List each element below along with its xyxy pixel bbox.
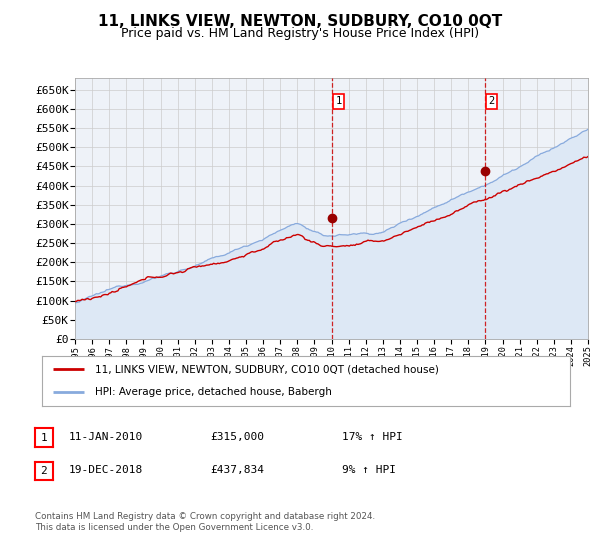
Text: 17% ↑ HPI: 17% ↑ HPI bbox=[342, 432, 403, 442]
Text: 2: 2 bbox=[40, 466, 47, 476]
Text: 1: 1 bbox=[335, 96, 342, 106]
Text: HPI: Average price, detached house, Babergh: HPI: Average price, detached house, Babe… bbox=[95, 388, 332, 398]
Text: £437,834: £437,834 bbox=[210, 465, 264, 475]
Text: Contains HM Land Registry data © Crown copyright and database right 2024.
This d: Contains HM Land Registry data © Crown c… bbox=[35, 512, 375, 531]
Text: 11, LINKS VIEW, NEWTON, SUDBURY, CO10 0QT (detached house): 11, LINKS VIEW, NEWTON, SUDBURY, CO10 0Q… bbox=[95, 364, 439, 374]
Text: 1: 1 bbox=[40, 433, 47, 442]
Text: £315,000: £315,000 bbox=[210, 432, 264, 442]
Text: 11-JAN-2010: 11-JAN-2010 bbox=[69, 432, 143, 442]
Text: 11, LINKS VIEW, NEWTON, SUDBURY, CO10 0QT: 11, LINKS VIEW, NEWTON, SUDBURY, CO10 0Q… bbox=[98, 14, 502, 29]
Text: 19-DEC-2018: 19-DEC-2018 bbox=[69, 465, 143, 475]
Text: 9% ↑ HPI: 9% ↑ HPI bbox=[342, 465, 396, 475]
Text: 2: 2 bbox=[488, 96, 494, 106]
Text: Price paid vs. HM Land Registry's House Price Index (HPI): Price paid vs. HM Land Registry's House … bbox=[121, 27, 479, 40]
